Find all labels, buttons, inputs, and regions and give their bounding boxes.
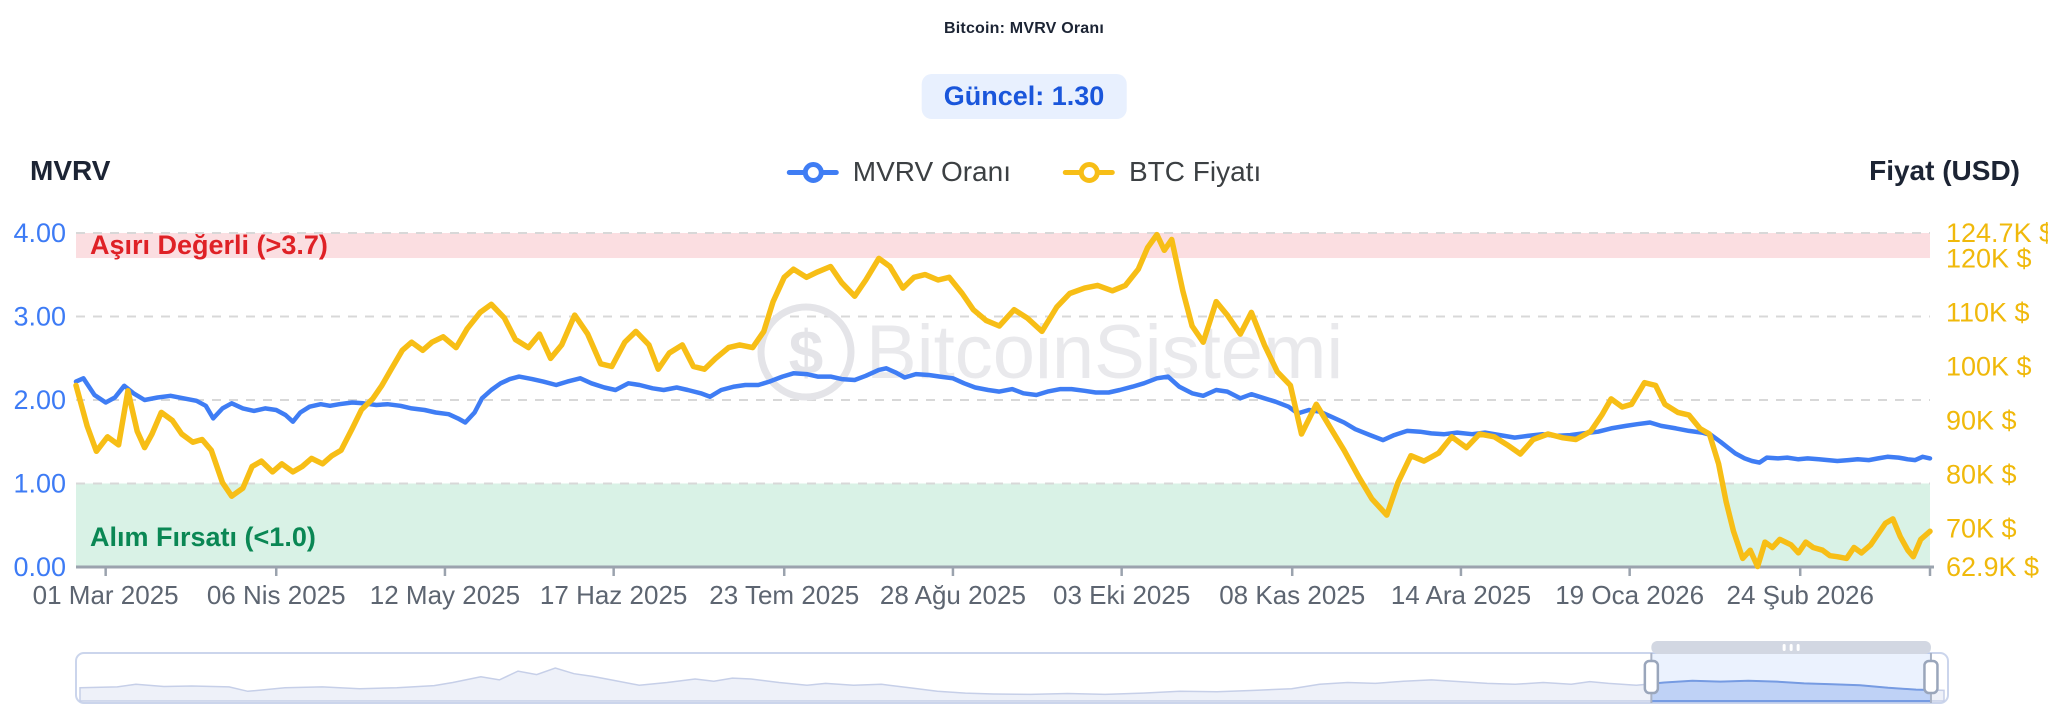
- x-axis-label: 19 Oca 2026: [1555, 580, 1704, 610]
- x-axis-label: 23 Tem 2025: [709, 580, 859, 610]
- drag-grip-icon: [1796, 644, 1800, 651]
- navigator-sparkline-selected: [1651, 679, 1931, 702]
- x-axis-label: 12 May 2025: [370, 580, 520, 610]
- current-value-badge: Güncel: 1.30: [921, 74, 1127, 119]
- overvalued-zone-band: [76, 233, 1930, 259]
- drag-grip-icon: [1782, 644, 1786, 651]
- mvrv-axis-label: 3.00: [13, 302, 66, 332]
- buy-zone-label: Alım Fırsatı (<1.0): [90, 522, 316, 552]
- drag-grip-icon: [1789, 644, 1793, 651]
- watermark-text: BitcoinSistemi: [866, 310, 1343, 395]
- price-axis-label: 70K $: [1946, 514, 2017, 544]
- btc-price-line-series[interactable]: [73, 231, 1933, 570]
- x-axis-label: 17 Haz 2025: [540, 580, 687, 610]
- price-axis-label: 100K $: [1946, 351, 2032, 381]
- mvrv-axis-label: 0.00: [13, 552, 66, 582]
- btc-series-marker-icon: [1062, 162, 1115, 183]
- legend-label-mvrv: MVRV Oranı: [852, 156, 1011, 187]
- x-axis-label: 24 Şub 2026: [1726, 580, 1873, 610]
- mvrv-line-series[interactable]: [73, 366, 1933, 465]
- legend-item-mvrv[interactable]: MVRV Oranı: [786, 156, 1011, 188]
- navigator-selection[interactable]: [1651, 653, 1931, 703]
- legend-item-btc[interactable]: BTC Fiyatı: [1062, 156, 1262, 188]
- navigator-drag-bar[interactable]: [1651, 641, 1931, 654]
- x-axis-label: 06 Nis 2025: [207, 580, 346, 610]
- price-axis-label: 120K $: [1946, 243, 2032, 273]
- navigator-left-handle[interactable]: [1643, 659, 1660, 695]
- chart-legend: MVRV Oranı BTC Fiyatı: [786, 152, 1262, 192]
- x-axis-label: 28 Ağu 2025: [880, 580, 1026, 610]
- left-axis-title: MVRV: [30, 155, 111, 186]
- mvrv-axis-label: 4.00: [13, 218, 66, 248]
- navigator-right-handle[interactable]: [1923, 659, 1939, 695]
- watermark-coin-icon: [757, 303, 855, 401]
- overvalued-zone-label: Aşırı Değerli (>3.7): [90, 230, 328, 260]
- x-axis-label: 14 Ara 2025: [1391, 580, 1531, 610]
- mvrv-series-marker-icon: [786, 162, 839, 183]
- mvrv-axis-label: 2.00: [13, 385, 66, 415]
- right-axis-title: Fiyat (USD): [1869, 155, 2020, 186]
- price-axis-label: 90K $: [1946, 406, 2017, 436]
- x-axis-label: 03 Eki 2025: [1053, 580, 1190, 610]
- x-axis-label: 01 Mar 2025: [33, 580, 179, 610]
- buy-zone-band: [76, 483, 1930, 567]
- price-axis-label: 124.7K $: [1946, 218, 2048, 248]
- navigator-track[interactable]: [75, 652, 1949, 704]
- mvrv-axis-label: 1.00: [13, 469, 66, 499]
- page-title: Bitcoin: MVRV Oranı: [944, 20, 1104, 37]
- price-axis-label: 110K $: [1946, 297, 2030, 327]
- x-axis-label: 08 Kas 2025: [1219, 580, 1365, 610]
- navigator-sparkline: [79, 667, 1945, 702]
- chart-header-row: MVRV MVRV Oranı BTC Fiyatı Fiyat (USD): [0, 152, 2048, 192]
- price-axis-label: 80K $: [1946, 460, 2017, 490]
- price-axis-label: 62.9K $: [1946, 552, 2039, 582]
- legend-label-btc: BTC Fiyatı: [1128, 156, 1262, 187]
